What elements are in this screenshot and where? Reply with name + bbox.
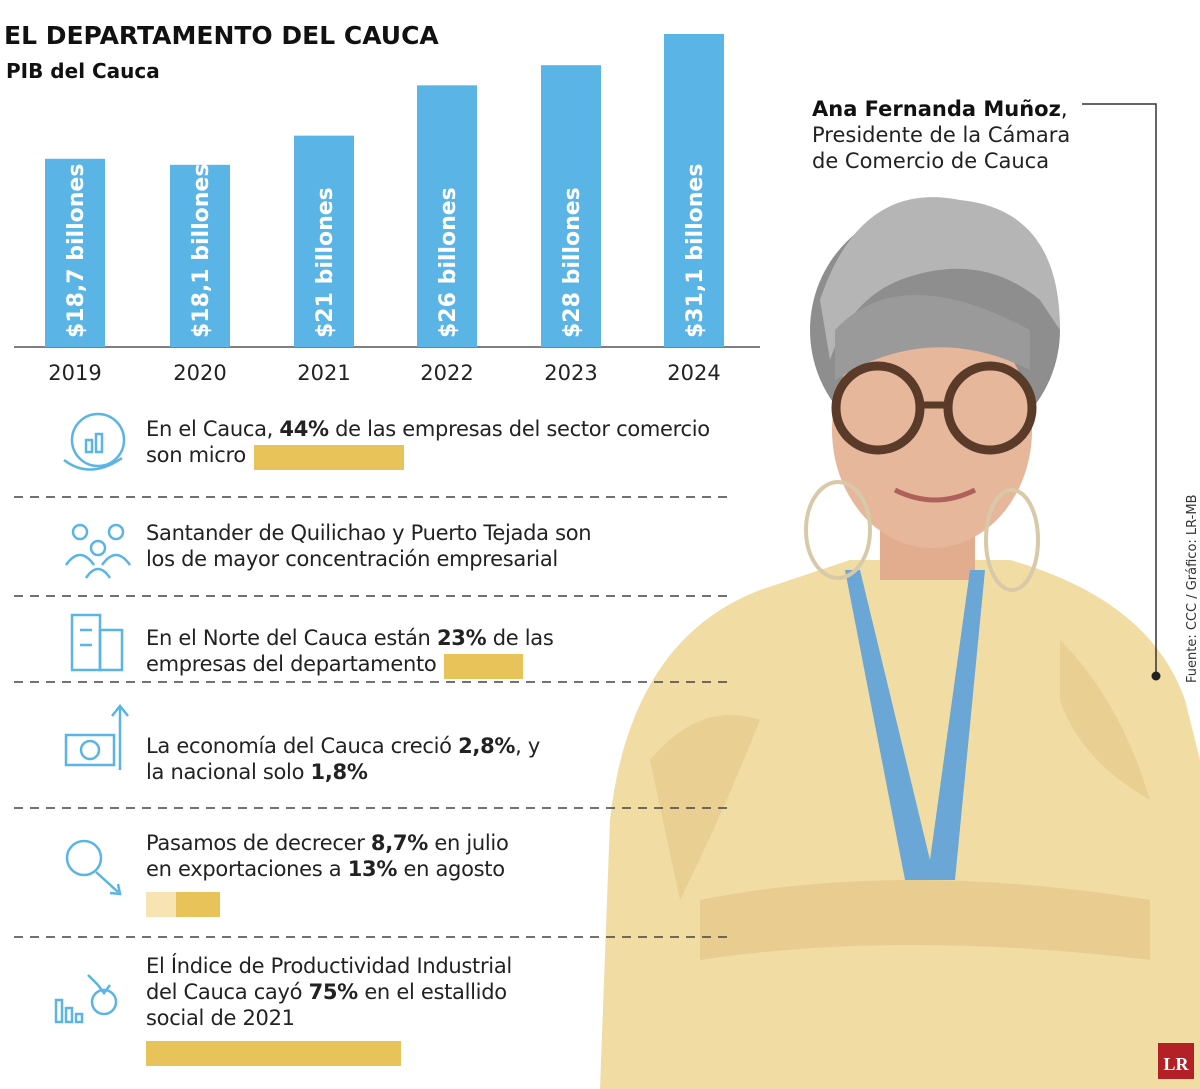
portrait xyxy=(600,197,1200,1089)
fact-text: de las empresas del sector comercio xyxy=(328,417,710,441)
fact-text: Santander de Quilichao y Puerto Tejada s… xyxy=(146,521,592,545)
x-tick-label: 2021 xyxy=(297,361,350,385)
fact-text: empresas del departamento xyxy=(146,652,437,676)
fact-text: social de 2021 xyxy=(146,1006,295,1030)
fact-text: son micro xyxy=(146,443,246,467)
fact-bar xyxy=(253,445,404,470)
fact-bars xyxy=(146,1039,746,1066)
x-tick-label: 2023 xyxy=(544,361,597,385)
bar xyxy=(294,135,354,347)
value-label: $18,7 billones xyxy=(64,164,89,338)
fact: La economía del Cauca creció 2,8%, y la n… xyxy=(146,733,746,785)
fact-text: los de mayor concentración empresarial xyxy=(146,547,558,571)
name-suffix: , xyxy=(1061,97,1068,121)
fact-highlight: 13% xyxy=(347,857,398,881)
fact-highlight: 23% xyxy=(436,626,487,650)
fact-line: La economía del Cauca creció 2,8%, y xyxy=(146,733,746,759)
fact-line: en exportaciones a 13% en agosto xyxy=(146,856,746,882)
chart-subtitle: PIB del Cauca xyxy=(6,59,160,83)
fact-line: El Índice de Productividad Industrial xyxy=(146,953,746,979)
dividers xyxy=(14,496,728,938)
fact-text: Pasamos de decrecer xyxy=(146,831,371,855)
x-tick-label: 2024 xyxy=(667,361,720,385)
fact-line: Pasamos de decrecer 8,7% en julio xyxy=(146,830,746,856)
bar xyxy=(170,164,230,347)
fact-line: empresas del departamento xyxy=(146,651,746,679)
fact-line: En el Norte del Cauca están 23% de las xyxy=(146,625,746,651)
name: Ana Fernanda Muñoz xyxy=(812,97,1061,121)
fact-text: del Cauca cayó xyxy=(146,980,309,1004)
fact-line: del Cauca cayó 75% en el estallido xyxy=(146,979,746,1005)
fact-bar xyxy=(146,891,176,917)
x-tick-label: 2020 xyxy=(173,361,226,385)
value-label: $26 billones xyxy=(436,187,461,338)
fact-bars xyxy=(253,444,404,470)
fact-text: En el Cauca, xyxy=(146,417,280,441)
x-tick-label: 2019 xyxy=(48,361,101,385)
logo: LR xyxy=(1163,1054,1189,1074)
fact-text: en julio xyxy=(427,831,509,855)
fact: En el Cauca, 44% de las empresas del sec… xyxy=(146,416,746,470)
fact: Pasamos de decrecer 8,7% en julio en expo… xyxy=(146,830,746,917)
fact-text: , y xyxy=(515,734,541,758)
bar xyxy=(417,85,477,347)
fact-bar xyxy=(444,654,523,679)
fact-line: son micro xyxy=(146,442,746,470)
chart-title: EL DEPARTAMENTO DEL CAUCA xyxy=(4,21,439,50)
fact-highlight: 1,8% xyxy=(310,760,368,784)
fact-highlight: 75% xyxy=(308,980,359,1004)
value-label: $31,1 billones xyxy=(683,164,708,338)
fact: El Índice de Productividad Industrial del… xyxy=(146,953,746,1066)
fact-bars xyxy=(146,890,746,917)
connector xyxy=(1082,103,1157,676)
fact-line: Santander de Quilichao y Puerto Tejada s… xyxy=(146,520,746,546)
fact-text: la nacional solo xyxy=(146,760,311,784)
source: Fuente: CCC / Gráfico: LR-MB xyxy=(1185,495,1200,684)
fact-highlight: 44% xyxy=(279,417,329,441)
x-tick-label: 2022 xyxy=(420,361,473,385)
fact-text: en exportaciones a xyxy=(146,857,348,881)
fact-bars xyxy=(444,653,523,679)
bar xyxy=(664,34,724,347)
fact: Santander de Quilichao y Puerto Tejada s… xyxy=(146,520,746,572)
fact-text: La economía del Cauca creció xyxy=(146,734,459,758)
fact-line: social de 2021 xyxy=(146,1005,746,1031)
fact-text: en agosto xyxy=(397,857,505,881)
person-role: Presidente de la Cámara xyxy=(812,123,1070,147)
fact-line: la nacional solo 1,8% xyxy=(146,759,746,785)
bar xyxy=(541,65,601,348)
person-role: de Comercio de Cauca xyxy=(812,149,1049,173)
fact: En el Norte del Cauca están 23% de las em… xyxy=(146,625,746,679)
bar xyxy=(45,158,105,347)
value-label: $28 billones xyxy=(560,187,585,338)
person-name: Ana Fernanda Muñoz, xyxy=(812,97,1068,121)
fact-line: En el Cauca, 44% de las empresas del sec… xyxy=(146,416,746,442)
fact-text: El Índice de Productividad Industrial xyxy=(146,954,512,978)
fact-text: En el Norte del Cauca están xyxy=(146,626,437,650)
fact-text: de las xyxy=(486,626,554,650)
connector-dot xyxy=(1151,671,1161,681)
value-label: $21 billones xyxy=(313,187,338,338)
fact-bar xyxy=(175,891,220,917)
fact-line: los de mayor concentración empresarial xyxy=(146,546,746,572)
fact-highlight: 8,7% xyxy=(370,831,428,855)
fact-text: en el estallido xyxy=(357,980,507,1004)
icons xyxy=(54,412,132,1024)
logo-box xyxy=(1158,1043,1194,1079)
value-label: $18,1 billones xyxy=(189,164,214,338)
fact-bar xyxy=(146,1040,401,1066)
fact-highlight: 2,8% xyxy=(458,734,516,758)
